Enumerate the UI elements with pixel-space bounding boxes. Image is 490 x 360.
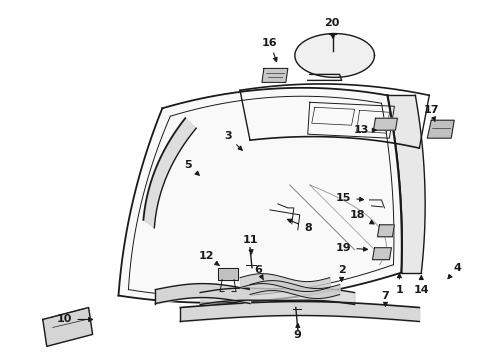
Text: 15: 15 bbox=[336, 193, 364, 203]
Polygon shape bbox=[144, 118, 196, 228]
Text: 2: 2 bbox=[338, 265, 345, 282]
Text: 19: 19 bbox=[336, 243, 368, 253]
Text: 8: 8 bbox=[288, 219, 312, 233]
Text: 16: 16 bbox=[262, 37, 278, 62]
Text: 1: 1 bbox=[395, 274, 403, 294]
Text: 3: 3 bbox=[224, 131, 242, 150]
Text: 12: 12 bbox=[198, 251, 219, 265]
Polygon shape bbox=[119, 88, 402, 303]
Polygon shape bbox=[373, 118, 397, 130]
Text: 13: 13 bbox=[354, 125, 376, 135]
Polygon shape bbox=[372, 248, 392, 260]
Text: 9: 9 bbox=[294, 324, 302, 341]
Text: 18: 18 bbox=[350, 210, 374, 224]
Polygon shape bbox=[427, 120, 454, 138]
Text: 11: 11 bbox=[242, 235, 258, 254]
Polygon shape bbox=[218, 268, 238, 280]
Text: 7: 7 bbox=[382, 291, 390, 306]
Text: 5: 5 bbox=[184, 160, 199, 175]
Polygon shape bbox=[388, 95, 425, 273]
Text: 6: 6 bbox=[254, 265, 264, 280]
Polygon shape bbox=[262, 68, 288, 82]
Text: 17: 17 bbox=[423, 105, 439, 121]
Polygon shape bbox=[43, 307, 93, 346]
Text: 20: 20 bbox=[324, 18, 340, 39]
Polygon shape bbox=[295, 33, 374, 77]
Text: 14: 14 bbox=[414, 276, 429, 294]
Text: 4: 4 bbox=[448, 263, 461, 279]
Text: 10: 10 bbox=[57, 314, 93, 324]
Polygon shape bbox=[377, 225, 394, 237]
